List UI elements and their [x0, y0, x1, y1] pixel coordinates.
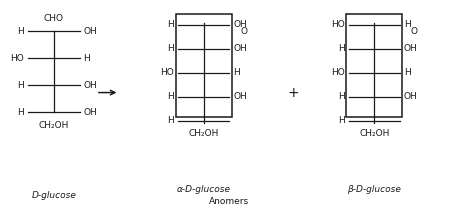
Text: H: H	[168, 92, 174, 101]
Text: H: H	[338, 44, 345, 53]
Text: H: H	[338, 92, 345, 101]
Text: +: +	[288, 85, 299, 100]
Text: H: H	[18, 27, 24, 36]
Text: H: H	[168, 44, 174, 53]
Bar	[346, 14, 402, 117]
Text: H: H	[404, 20, 410, 30]
Text: α-D-glucose: α-D-glucose	[176, 185, 231, 194]
Text: CH₂OH: CH₂OH	[189, 129, 219, 138]
Text: OH: OH	[404, 92, 417, 101]
Text: OH: OH	[233, 44, 247, 53]
Text: H: H	[18, 81, 24, 90]
Text: O: O	[411, 27, 418, 36]
Text: OH: OH	[233, 92, 247, 101]
Text: OH: OH	[233, 20, 247, 30]
Text: H: H	[168, 20, 174, 30]
Text: D-glucose: D-glucose	[31, 191, 76, 200]
Text: HO: HO	[331, 20, 345, 30]
Text: HO: HO	[161, 68, 174, 77]
Text: OH: OH	[83, 108, 97, 117]
Text: H: H	[233, 68, 240, 77]
Text: CHO: CHO	[44, 14, 64, 23]
Text: β-D-glucose: β-D-glucose	[347, 185, 402, 194]
Text: OH: OH	[404, 44, 417, 53]
Text: H: H	[18, 108, 24, 117]
Text: HO: HO	[11, 54, 24, 63]
Text: CH₂OH: CH₂OH	[39, 121, 69, 130]
Text: H: H	[404, 68, 410, 77]
Text: HO: HO	[331, 68, 345, 77]
Text: H: H	[168, 116, 174, 125]
Text: CH₂OH: CH₂OH	[359, 129, 389, 138]
Text: O: O	[240, 27, 247, 36]
Text: H: H	[83, 54, 90, 63]
Text: OH: OH	[83, 27, 97, 36]
Text: H: H	[338, 116, 345, 125]
Bar	[176, 14, 232, 117]
Text: Anomers: Anomers	[209, 197, 249, 206]
Text: OH: OH	[83, 81, 97, 90]
